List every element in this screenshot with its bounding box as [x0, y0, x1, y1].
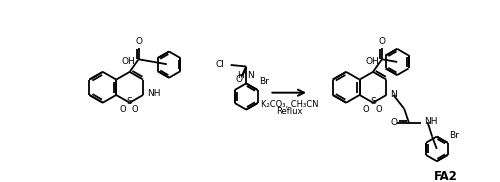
Text: S: S [127, 97, 132, 106]
Text: Cl: Cl [216, 60, 224, 70]
Text: OH: OH [366, 58, 379, 66]
Text: O: O [362, 105, 370, 114]
Text: NH: NH [147, 89, 160, 98]
Text: N: N [247, 71, 254, 80]
Text: FA2: FA2 [434, 171, 458, 182]
Text: H: H [237, 71, 244, 80]
Text: O: O [375, 105, 382, 114]
Text: OH: OH [122, 58, 136, 66]
Text: K₂CO₃, CH₃CN: K₂CO₃, CH₃CN [261, 100, 318, 109]
Text: O: O [120, 105, 126, 114]
Text: NH: NH [424, 117, 438, 126]
Text: Reflux: Reflux [276, 107, 303, 116]
Text: Br: Br [259, 77, 269, 86]
Text: O: O [135, 37, 142, 46]
Text: O: O [132, 105, 138, 114]
Text: N: N [390, 90, 397, 99]
Text: S: S [370, 97, 376, 106]
Text: O: O [236, 75, 242, 84]
Text: O: O [378, 37, 386, 46]
Text: Br: Br [449, 131, 459, 141]
Text: O: O [390, 118, 398, 127]
